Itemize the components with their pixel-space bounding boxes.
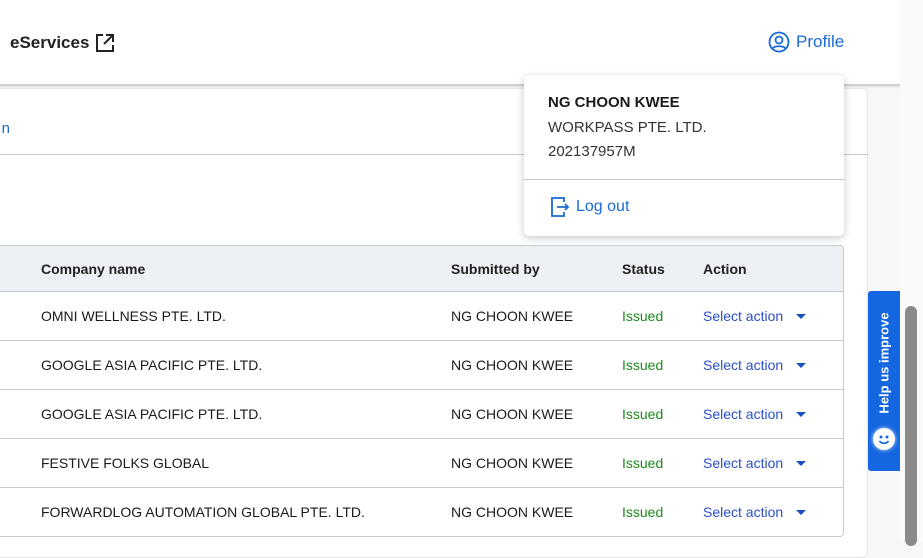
feedback-label: Help us improve	[876, 312, 892, 414]
top-header: eServices Profile	[0, 0, 900, 86]
company-name-cell: OMNI WELLNESS PTE. LTD.	[41, 308, 226, 324]
eservices-label: eServices	[10, 33, 90, 52]
table-row: GOOGLE ASIA PACIFIC PTE. LTD. NG CHOON K…	[0, 389, 843, 438]
tab-divider	[0, 154, 868, 155]
submitted-by-cell: NG CHOON KWEE	[451, 455, 574, 471]
eservices-link[interactable]: eServices	[10, 33, 115, 53]
user-circle-icon	[768, 31, 790, 53]
company-name-cell: FORWARDLOG AUTOMATION GLOBAL PTE. LTD.	[41, 504, 365, 520]
dropdown-divider	[524, 179, 844, 180]
submitted-by-cell: NG CHOON KWEE	[451, 406, 574, 422]
select-action-dropdown[interactable]: Select action	[703, 341, 807, 389]
profile-dropdown: NG CHOON KWEE WORKPASS PTE. LTD. 2021379…	[524, 75, 844, 236]
select-action-label: Select action	[703, 504, 784, 520]
company-name-cell: FESTIVE FOLKS GLOBAL	[41, 455, 210, 471]
select-action-dropdown[interactable]: Select action	[703, 439, 807, 487]
select-action-dropdown[interactable]: Select action	[703, 292, 807, 340]
submitted-by-cell: NG CHOON KWEE	[451, 308, 574, 324]
company-name-cell: GOOGLE ASIA PACIFIC PTE. LTD.	[41, 406, 263, 422]
column-header-company[interactable]: Company name	[41, 260, 146, 277]
select-action-label: Select action	[703, 455, 784, 471]
tab-link[interactable]: n	[1, 120, 10, 137]
user-name: NG CHOON KWEE	[548, 94, 680, 111]
profile-label: Profile	[796, 32, 845, 51]
select-action-label: Select action	[703, 308, 784, 324]
external-link-icon	[96, 34, 115, 52]
column-header-status[interactable]: Status	[622, 260, 665, 277]
caret-down-icon	[796, 460, 807, 466]
logout-label: Log out	[576, 198, 630, 215]
table-row: OMNI WELLNESS PTE. LTD. NG CHOON KWEE Is…	[0, 291, 843, 340]
caret-down-icon	[796, 362, 807, 368]
status-badge: Issued	[622, 406, 664, 422]
company-uen: 202137957M	[548, 143, 636, 160]
table-row: FESTIVE FOLKS GLOBAL NG CHOON KWEE Issue…	[0, 438, 843, 487]
select-action-label: Select action	[703, 357, 784, 373]
column-header-action: Action	[703, 260, 747, 277]
submitted-by-cell: NG CHOON KWEE	[451, 504, 574, 520]
caret-down-icon	[796, 509, 807, 515]
submitted-by-cell: NG CHOON KWEE	[451, 357, 574, 373]
company-name-cell: GOOGLE ASIA PACIFIC PTE. LTD.	[41, 357, 263, 373]
profile-button[interactable]: Profile	[768, 31, 844, 53]
select-action-dropdown[interactable]: Select action	[703, 488, 807, 536]
user-company: WORKPASS PTE. LTD.	[548, 119, 707, 136]
status-badge: Issued	[622, 308, 664, 324]
logout-icon	[551, 197, 570, 217]
caret-down-icon	[796, 313, 807, 319]
applications-table: Company name Submitted by Status Action …	[0, 245, 844, 537]
table-row: GOOGLE ASIA PACIFIC PTE. LTD. NG CHOON K…	[0, 340, 843, 389]
caret-down-icon	[796, 411, 807, 417]
scrollbar-thumb[interactable]	[905, 306, 917, 546]
select-action-dropdown[interactable]: Select action	[703, 390, 807, 438]
smiley-icon	[873, 428, 895, 450]
status-badge: Issued	[622, 504, 664, 520]
table-row: FORWARDLOG AUTOMATION GLOBAL PTE. LTD. N…	[0, 487, 843, 536]
feedback-tab[interactable]: Help us improve	[868, 291, 900, 471]
status-badge: Issued	[622, 357, 664, 373]
select-action-label: Select action	[703, 406, 784, 422]
status-badge: Issued	[622, 455, 664, 471]
table-header-row: Company name Submitted by Status Action	[0, 246, 843, 291]
logout-button[interactable]: Log out	[550, 196, 629, 218]
column-header-submitted-by[interactable]: Submitted by	[451, 260, 540, 277]
